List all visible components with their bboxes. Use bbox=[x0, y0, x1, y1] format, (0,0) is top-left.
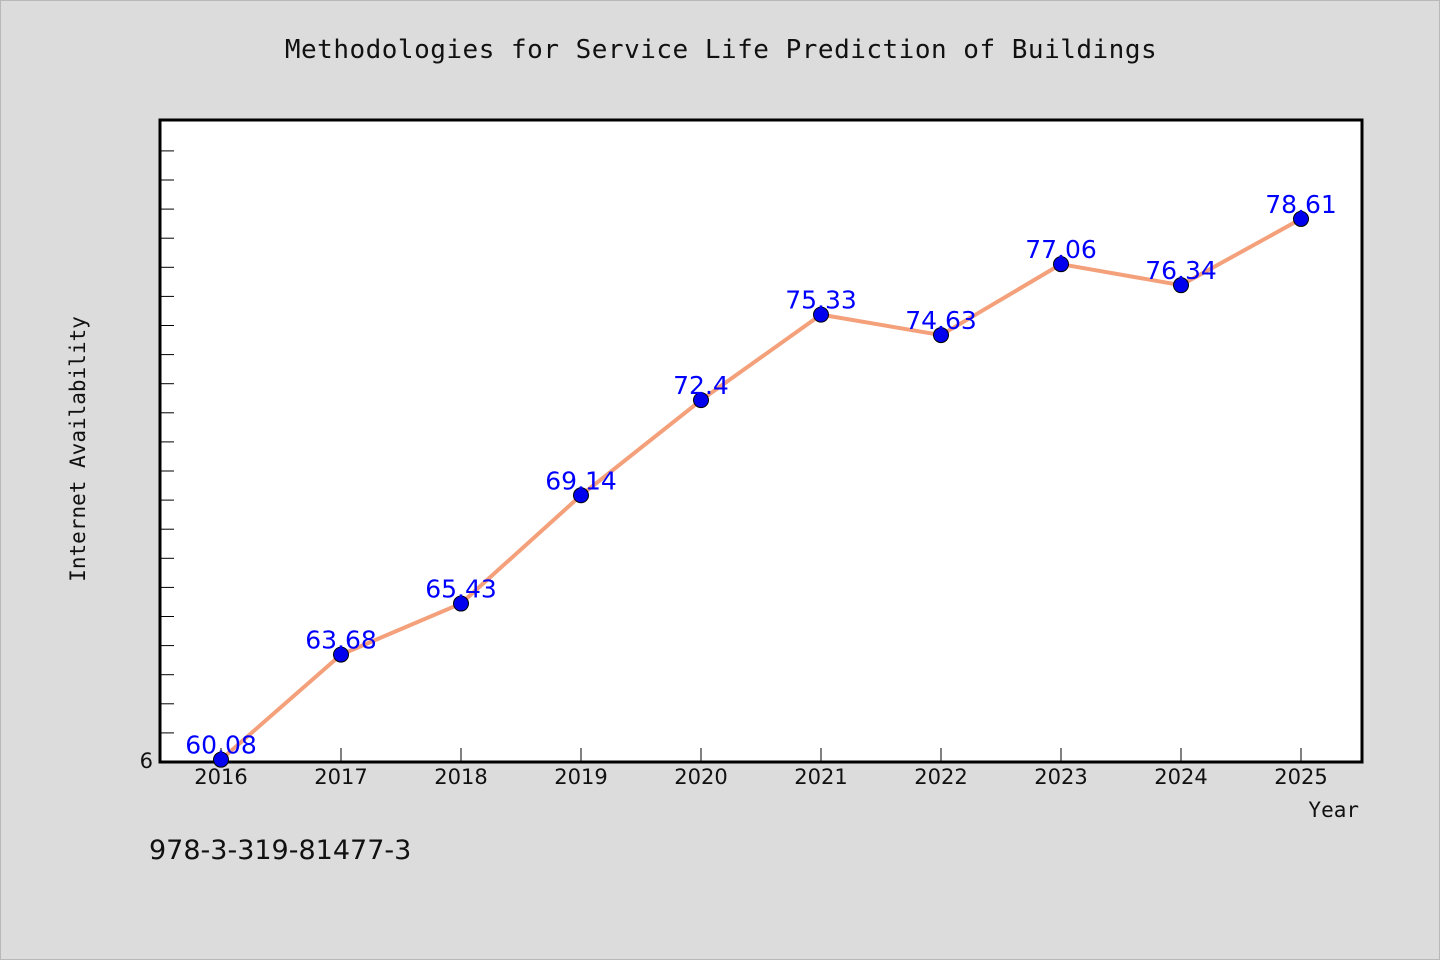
data-label: 75.33 bbox=[785, 286, 857, 315]
data-point bbox=[573, 487, 589, 504]
data-label: 77.06 bbox=[1025, 235, 1097, 264]
x-tick-label: 2016 bbox=[194, 765, 247, 789]
x-tick-label: 2022 bbox=[914, 765, 967, 789]
data-label: 65.43 bbox=[425, 575, 497, 604]
chart-title: Methodologies for Service Life Predictio… bbox=[284, 35, 1158, 65]
data-point bbox=[1053, 256, 1069, 273]
data-point bbox=[213, 751, 229, 768]
data-point bbox=[933, 327, 949, 344]
series-line-group bbox=[219, 217, 1302, 762]
data-point bbox=[1293, 210, 1309, 227]
x-tick-label: 2025 bbox=[1274, 765, 1327, 789]
x-tick-label: 2017 bbox=[314, 765, 367, 789]
data-label: 69.14 bbox=[545, 466, 617, 495]
data-point bbox=[333, 646, 349, 663]
data-label: 60.08 bbox=[185, 731, 257, 760]
data-label: 74.63 bbox=[905, 306, 977, 335]
data-label: 78.61 bbox=[1265, 190, 1337, 219]
x-tick-label: 2023 bbox=[1034, 765, 1087, 789]
data-point bbox=[453, 595, 469, 612]
data-point bbox=[1173, 277, 1189, 294]
data-labels-group: 60.08 63.68 65.43 69.14 72.4 75.33 74.63 77.06 7… bbox=[185, 190, 1337, 760]
x-axis-ticks: 2016 2017 2018 2019 2020 2021 2022 2023 2024 2025 bbox=[194, 748, 1328, 789]
x-tick-label: 2018 bbox=[434, 765, 487, 789]
data-point bbox=[693, 392, 709, 409]
x-tick-label: 2024 bbox=[1154, 765, 1207, 789]
x-tick-label: 2021 bbox=[794, 765, 847, 789]
series-points-group bbox=[213, 210, 1309, 768]
series-line bbox=[219, 217, 1302, 762]
data-label: 63.68 bbox=[305, 626, 377, 655]
isbn-text: 978-3-319-81477-3 bbox=[149, 835, 412, 866]
plot-area bbox=[158, 118, 1364, 764]
data-label: 76.34 bbox=[1145, 256, 1217, 285]
y-axis-label: Internet Availability bbox=[66, 316, 90, 582]
data-label: 72.4 bbox=[673, 371, 729, 400]
data-point bbox=[813, 306, 829, 323]
x-tick-label: 2019 bbox=[554, 765, 607, 789]
x-tick-label: 2020 bbox=[674, 765, 727, 789]
y-axis-ticks: 6 bbox=[140, 150, 174, 773]
y-tick-label: 6 bbox=[140, 749, 153, 773]
x-axis-label: Year bbox=[1308, 798, 1359, 822]
